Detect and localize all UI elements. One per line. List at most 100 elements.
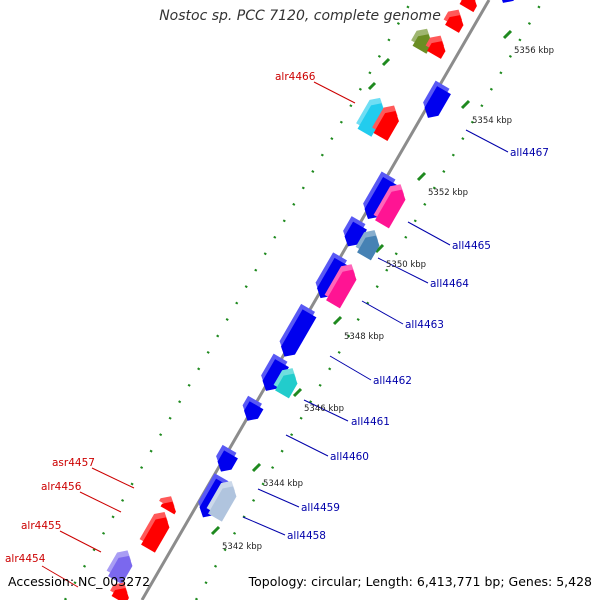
genome-title-text: Nostoc sp. PCC 7120, complete genome [159,8,441,24]
gene-block-face [141,517,170,553]
gene-block-magenta-2 [373,184,406,229]
ruler-tick-label: 5342 kbp [222,542,262,552]
gene-label: all4463 [405,319,444,331]
leader-line [303,399,349,422]
gene-block-face [373,111,399,141]
gene-label: all4458 [287,530,326,542]
gene-label: alr4455 [21,520,61,532]
ruler-tick [251,462,262,473]
leader-line [313,81,356,104]
gene-block-face [499,0,518,3]
gene-block-alr4455 [106,550,133,585]
dotted-guide-line-1 [63,0,414,600]
gene-block-face [111,587,129,600]
gene-block-face [364,176,397,220]
ruler-tick-label: 5348 kbp [344,332,384,342]
gene-block-face [357,103,385,137]
leader-line [361,300,404,325]
gene-block-red-top [372,105,399,141]
accession-text: Accession: NC_003272 [8,574,151,589]
leader-line [465,129,509,153]
gene-label: all4461 [351,416,390,428]
gene-block-magenta-1 [324,264,357,309]
gene-block-face [160,501,176,515]
gene-label: alr4456 [41,481,82,493]
ruler-tick [416,171,427,182]
gene-block-all4462 [261,353,289,391]
gene-block-face [344,221,367,247]
ruler-tick [332,315,343,326]
gene-labels: 5342 kbp 5344 kbp 5346 kbp 5348 kbp 5350 kbp… [5,46,554,565]
gene-block-face [281,309,317,357]
gene-label: alr4466 [275,71,316,83]
ruler-tick-label: 5352 kbp [428,188,468,198]
gene-block-face [375,189,406,229]
gene-block-alr4454 [110,582,129,600]
gene-label: alr4454 [5,553,46,565]
gene-block-alr4466 [356,97,385,137]
gene-label: all4459 [301,502,340,514]
gene-block-face [412,34,432,54]
ruler-tick [210,525,221,536]
ruler-tick-label: 5344 kbp [263,479,303,489]
ruler-tick-label: 5354 kbp [472,116,512,126]
gene-label: all4467 [510,147,549,159]
gene-block-all4467 [423,80,451,118]
gene-block-face [424,86,451,118]
topology-text: Topology: circular; Length: 6,413,771 bp… [248,574,592,589]
gene-label: all4460 [330,451,369,463]
leader-line [257,488,300,508]
gene-block-face [445,15,464,33]
dotted-guides [63,0,545,600]
leader-line [242,516,286,536]
gene-block-steel [355,230,380,261]
gene-block-face [459,0,477,13]
gene-block-face [357,235,380,261]
gene-label: all4464 [430,278,469,290]
gene-block-face [108,555,133,585]
ruler-tick [292,387,303,398]
ruler-tick [502,29,513,40]
ruler-tick [374,243,385,254]
label-leaders [41,81,509,588]
leader-line [41,565,79,588]
gene-block-all4460 [216,444,238,472]
ruler-tick [381,57,391,67]
leader-line [59,530,102,553]
leader-line [377,257,429,284]
gene-block-face [208,486,237,522]
leader-line [329,355,372,381]
gene-blocks [106,0,518,600]
gene-block-all4465 [363,171,397,220]
gene-block-face [326,269,357,309]
gene-block-face [427,41,446,59]
gene-block-face [217,450,238,472]
ruler-ticks [210,29,513,536]
gene-block-asr4457 [159,496,176,515]
gene-block-alr4456 [139,511,170,553]
gene-block-blue-edge [499,0,518,3]
leader-line [91,467,135,489]
ruler-tick-label: 5350 kbp [386,260,426,270]
gene-block-teal [273,368,298,399]
gene-block-all4458 [206,480,237,522]
gene-block-all4464b [343,216,367,247]
gene-block-red-small [425,35,446,59]
gene-block-olive [411,28,432,54]
genome-title: Nostoc sp. PCC 7120, complete genome [0,8,600,24]
gene-block-all4461 [242,395,264,421]
gene-block-face [244,401,264,421]
gene-block-face [262,359,289,391]
gene-block-red-tiny [443,9,464,33]
gene-block-red-edge [458,0,477,13]
leader-line [407,221,451,246]
gene-label: all4465 [452,240,491,252]
dotted-guide-line-2 [194,0,545,600]
leader-line [285,434,329,457]
ruler-tick [367,81,377,91]
gene-label: all4462 [373,375,412,387]
gene-label: asr4457 [52,457,95,469]
ruler-tick [460,99,471,110]
